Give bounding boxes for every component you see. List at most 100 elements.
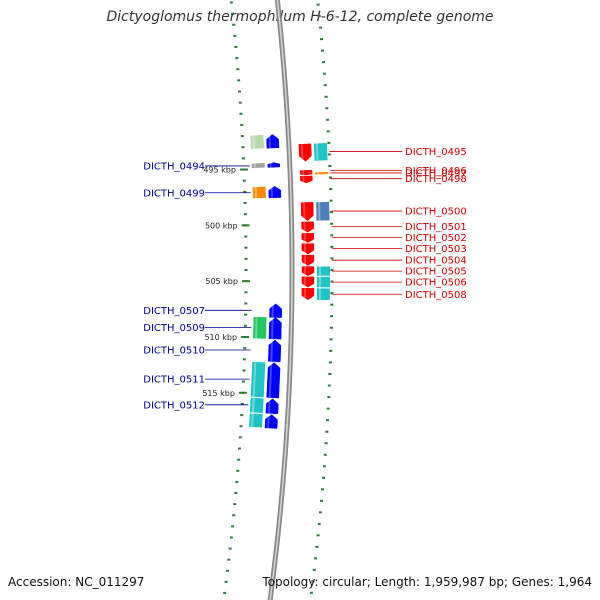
feature-shading: [251, 413, 254, 427]
forward-gene-arrow: [301, 276, 315, 288]
gene-label-dicth_0504[interactable]: DICTH_0504: [405, 256, 467, 267]
reverse-gene-arrow: [264, 414, 278, 429]
gene-shading: [268, 134, 271, 149]
gene-shading: [303, 266, 306, 276]
gene-shading: [303, 255, 306, 266]
cds-feature-block: [250, 361, 266, 398]
gene-label-dicth_0509[interactable]: DICTH_0509: [143, 323, 205, 334]
cds-feature-block: [249, 397, 264, 413]
gene-label-dicth_0507[interactable]: DICTH_0507: [143, 306, 205, 317]
scale-label: 500 kbp: [205, 221, 238, 230]
cds-feature-block: [253, 317, 267, 339]
scale-label: 505 kbp: [205, 277, 238, 286]
gene-label-dicth_0510[interactable]: DICTH_0510: [143, 346, 205, 357]
feature-shading: [252, 361, 257, 397]
cds-feature-block: [316, 276, 330, 288]
forward-gene-arrow: [299, 175, 313, 184]
gene-label-dicth_0499[interactable]: DICTH_0499: [143, 188, 205, 199]
reverse-gene-arrow: [266, 362, 281, 399]
gene-label-dicth_0494[interactable]: DICTH_0494: [143, 161, 205, 172]
forward-gene-arrow: [301, 288, 315, 301]
cds-feature-block: [315, 171, 329, 175]
feature-shading: [251, 397, 255, 413]
feature-shading: [252, 135, 256, 149]
cds-feature-block: [250, 134, 265, 150]
gene-shading: [270, 186, 273, 198]
gene-shading: [302, 172, 305, 176]
topology-text: Topology: circular; Length: 1,959,987 bp…: [262, 575, 592, 589]
reverse-gene-arrow: [268, 317, 282, 340]
forward-gene-arrow: [301, 221, 314, 233]
cds-feature-block: [316, 201, 330, 221]
backbone-highlight: [269, 0, 293, 600]
cds-feature-block: [251, 163, 265, 169]
gene-label-dicth_0508[interactable]: DICTH_0508: [405, 290, 467, 301]
cds-feature-block: [313, 143, 328, 161]
gene-shading: [303, 233, 306, 243]
feature-shading: [317, 172, 320, 175]
gene-label-dicth_0501[interactable]: DICTH_0501: [405, 222, 467, 233]
feature-shading: [253, 163, 256, 168]
feature-shading: [318, 288, 321, 300]
gene-shading: [270, 339, 274, 362]
feature-shading: [318, 202, 321, 221]
gene-label-dicth_0498[interactable]: DICTH_0498: [405, 174, 467, 185]
gene-label-dicth_0506[interactable]: DICTH_0506: [405, 278, 467, 289]
gene-shading: [303, 221, 306, 233]
cds-feature-block: [316, 266, 330, 276]
feature-shading: [318, 266, 321, 276]
gene-shading: [266, 414, 270, 429]
gene-label-dicth_0505[interactable]: DICTH_0505: [405, 267, 467, 278]
gene-label-dicth_0500[interactable]: DICTH_0500: [405, 207, 467, 218]
forward-gene-arrow: [301, 254, 315, 266]
gene-shading: [300, 144, 304, 162]
gene-labels: DICTH_0495 DICTH_0496DICTH_0497DICTH_0498…: [143, 147, 466, 411]
forward-gene-arrow: [301, 233, 315, 243]
gene-shading: [303, 288, 306, 300]
gene-shading: [303, 243, 306, 254]
cds-feature-block: [316, 288, 330, 301]
gene-shading: [271, 303, 274, 318]
gene-shading: [302, 170, 305, 173]
forward-gene-arrow: [301, 243, 315, 255]
gene-label-dicth_0495[interactable]: DICTH_0495: [405, 147, 467, 158]
scale-label: 510 kbp: [204, 333, 237, 342]
gene-label-dicth_0502[interactable]: DICTH_0502: [405, 233, 467, 244]
feature-shading: [255, 317, 258, 339]
gene-shading: [303, 202, 306, 221]
gene-track: [249, 134, 330, 429]
cds-feature-block: [249, 413, 263, 428]
reverse-gene-arrow: [269, 303, 282, 318]
feature-shading: [254, 186, 257, 199]
forward-gene-arrow: [299, 169, 313, 173]
forward-gene-arrow: [299, 172, 313, 176]
scale-label: 515 kbp: [202, 389, 235, 398]
genome-backbone: [267, 0, 295, 600]
gene-label-dicth_0496[interactable]: DICTH_0496: [405, 166, 467, 177]
reverse-gene-arrow: [267, 162, 281, 168]
map-title: Dictyoglomus thermophilum H-6-12, comple…: [106, 9, 494, 25]
feature-shading: [318, 276, 321, 288]
gene-shading: [302, 176, 305, 184]
gene-shading: [303, 276, 306, 288]
gene-label-dicth_0497[interactable]: DICTH_0497: [405, 168, 467, 179]
reverse-gene-arrow: [265, 398, 279, 415]
gene-shading: [271, 317, 274, 339]
reverse-gene-arrow: [268, 186, 282, 199]
feature-shading: [315, 143, 319, 161]
gene-label-dicth_0503[interactable]: DICTH_0503: [405, 244, 467, 255]
gene-shading: [268, 362, 273, 398]
accession-text: Accession: NC_011297: [8, 575, 145, 589]
gene-shading: [269, 162, 272, 168]
forward-gene-arrow: [301, 266, 315, 277]
reverse-gene-arrow: [268, 339, 282, 363]
cds-feature-block: [252, 186, 266, 199]
scale-label: 495 kbp: [203, 166, 236, 175]
tick-marks: 495 kbp 500 kbp 505 kbp 510 kbp 515 kbp: [202, 1, 334, 594]
gene-shading: [267, 398, 271, 414]
forward-gene-arrow: [298, 143, 312, 162]
forward-gene-arrow: [300, 202, 314, 222]
gene-label-dicth_0511[interactable]: DICTH_0511: [143, 375, 205, 386]
gene-label-dicth_0512[interactable]: DICTH_0512: [143, 400, 205, 411]
